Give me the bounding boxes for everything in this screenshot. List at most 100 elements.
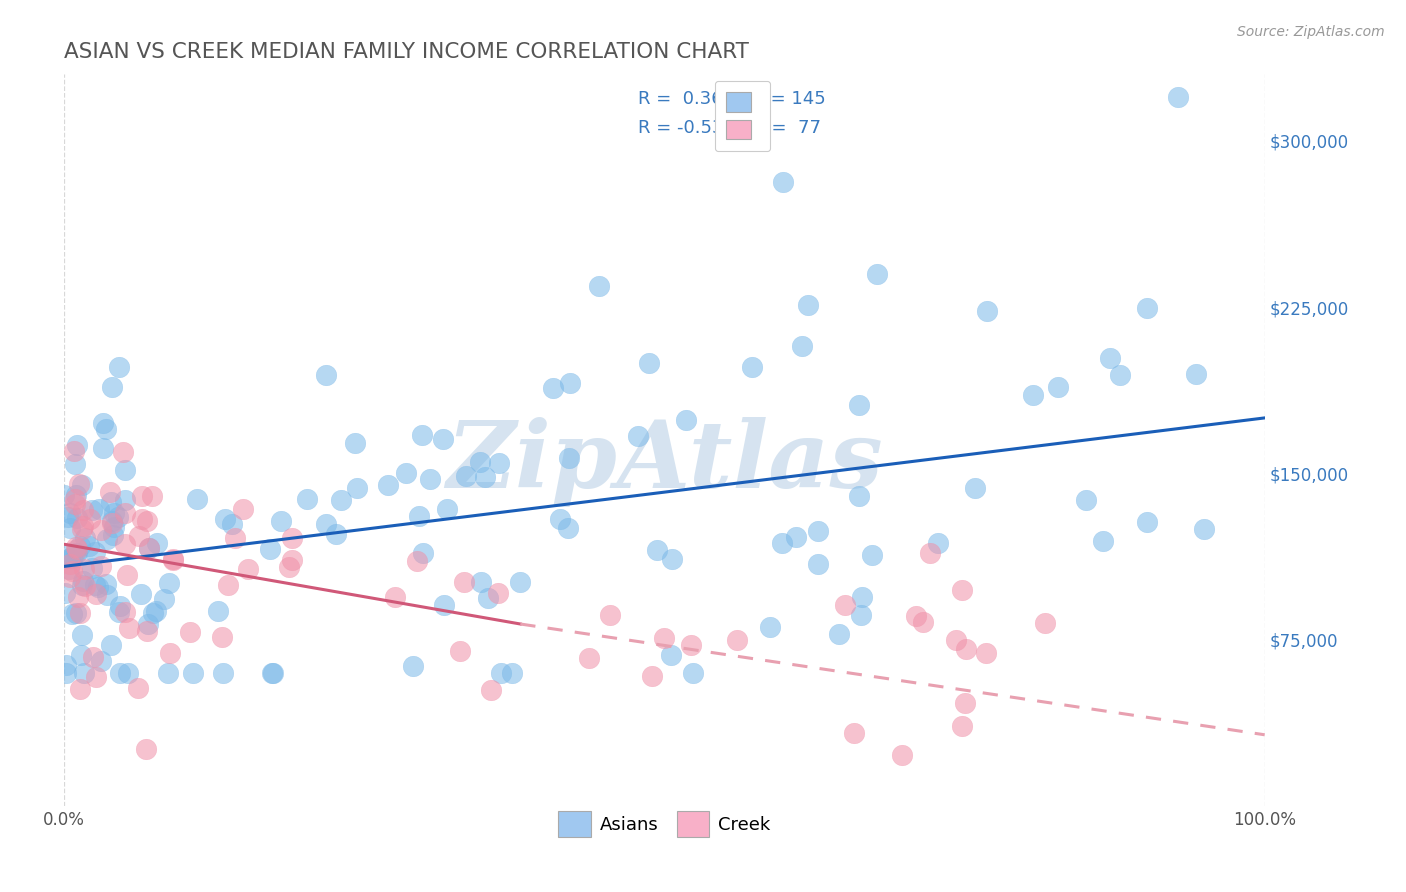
Point <box>142 607 165 621</box>
Point <box>976 646 998 660</box>
Point <box>578 650 600 665</box>
Point <box>770 535 793 549</box>
Point <box>828 626 851 640</box>
Point <box>75 579 97 593</box>
Point <box>725 633 748 648</box>
Point <box>477 591 499 605</box>
Point <box>468 455 491 469</box>
Point <box>214 512 236 526</box>
Point <box>66 546 89 560</box>
Point <box>162 552 184 566</box>
Point <box>59 551 82 566</box>
Point <box>65 488 87 502</box>
Point <box>453 575 475 590</box>
Point <box>411 428 433 442</box>
Point <box>83 545 105 559</box>
Point <box>84 587 107 601</box>
Point <box>73 531 96 545</box>
Point <box>65 457 87 471</box>
Text: R =  0.364   N = 145: R = 0.364 N = 145 <box>638 90 825 108</box>
Point <box>848 398 870 412</box>
Point <box>891 747 914 762</box>
Point <box>59 521 82 535</box>
Point <box>128 529 150 543</box>
Point <box>217 578 239 592</box>
Point <box>645 543 668 558</box>
Point <box>412 546 434 560</box>
Point <box>157 576 180 591</box>
Point <box>157 665 180 680</box>
Point <box>541 381 564 395</box>
Point <box>295 492 318 507</box>
Point <box>419 472 441 486</box>
Point <box>131 489 153 503</box>
Point <box>59 506 82 520</box>
Point <box>433 598 456 612</box>
Point <box>129 587 152 601</box>
Point <box>136 624 159 638</box>
Point <box>107 510 129 524</box>
Point <box>281 531 304 545</box>
Point <box>599 608 621 623</box>
Point <box>432 432 454 446</box>
Point <box>100 516 122 530</box>
Point <box>96 588 118 602</box>
Point <box>66 438 89 452</box>
Point <box>679 638 702 652</box>
Point <box>66 510 89 524</box>
Point <box>402 658 425 673</box>
Point <box>1167 89 1189 103</box>
Point <box>548 512 571 526</box>
Point <box>1184 367 1206 381</box>
Point <box>641 669 664 683</box>
Point <box>408 509 430 524</box>
Point <box>69 606 91 620</box>
Point <box>1136 301 1159 315</box>
Point <box>162 553 184 567</box>
Point <box>509 575 531 590</box>
Point <box>179 624 201 639</box>
Point <box>66 590 89 604</box>
Point <box>90 524 112 538</box>
Point <box>449 644 471 658</box>
Point <box>1192 522 1215 536</box>
Point <box>55 665 77 680</box>
Point <box>100 639 122 653</box>
Point <box>904 609 927 624</box>
Point <box>661 552 683 566</box>
Point <box>91 441 114 455</box>
Point <box>70 522 93 536</box>
Point <box>918 546 941 560</box>
Point <box>87 502 110 516</box>
Point <box>488 456 510 470</box>
Point <box>950 719 973 733</box>
Point <box>1108 368 1130 382</box>
Point <box>638 356 661 370</box>
Point <box>82 561 104 575</box>
Point <box>343 435 366 450</box>
Point <box>474 470 496 484</box>
Point <box>117 665 139 680</box>
Point <box>72 574 94 588</box>
Point <box>63 497 86 511</box>
Point <box>72 628 94 642</box>
Point <box>65 492 87 507</box>
Point <box>65 540 87 554</box>
Point <box>103 506 125 520</box>
Point <box>259 541 281 556</box>
Point <box>501 665 523 680</box>
Point <box>479 682 502 697</box>
Point <box>73 665 96 680</box>
Point <box>60 607 83 621</box>
Point <box>221 516 243 531</box>
Point <box>114 506 136 520</box>
Point <box>772 175 794 189</box>
Point <box>100 495 122 509</box>
Point <box>955 696 977 710</box>
Point <box>65 606 87 620</box>
Point <box>976 304 998 318</box>
Point <box>558 376 581 390</box>
Point <box>454 469 477 483</box>
Point <box>108 665 131 680</box>
Point <box>90 559 112 574</box>
